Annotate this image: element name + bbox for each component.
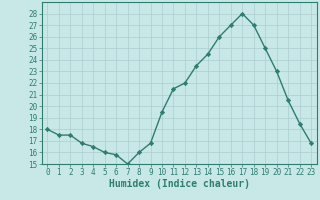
- X-axis label: Humidex (Indice chaleur): Humidex (Indice chaleur): [109, 179, 250, 189]
